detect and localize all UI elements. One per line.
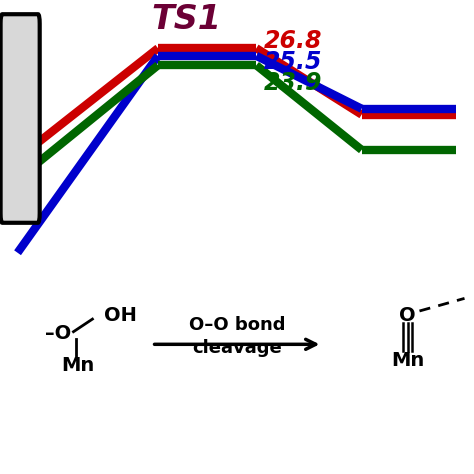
Text: O–O bond: O–O bond: [189, 316, 285, 334]
Text: O: O: [399, 306, 416, 325]
Text: Mn: Mn: [62, 356, 95, 375]
Text: 25.5: 25.5: [264, 50, 322, 74]
FancyBboxPatch shape: [0, 14, 40, 223]
Text: OH: OH: [104, 306, 137, 325]
Text: Mn: Mn: [391, 351, 424, 370]
Text: –O: –O: [45, 324, 71, 343]
Text: cleavage: cleavage: [192, 339, 282, 357]
Text: 26.8: 26.8: [264, 29, 322, 53]
Text: TS1: TS1: [151, 3, 221, 36]
Text: 23.9: 23.9: [264, 71, 322, 95]
